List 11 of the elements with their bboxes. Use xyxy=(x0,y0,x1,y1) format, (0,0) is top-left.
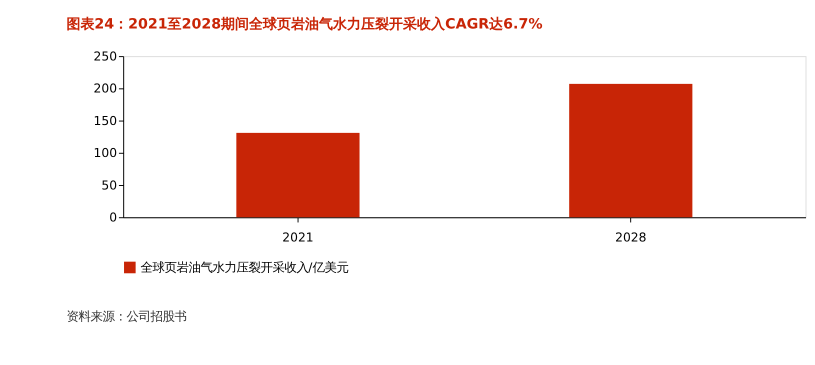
y-tick-label: 150 xyxy=(94,114,118,128)
y-tick-label: 100 xyxy=(94,146,118,160)
x-tick-label: 2021 xyxy=(282,230,314,244)
text: 资料来源：公司招股书 xyxy=(66,310,186,324)
x-tick-label: 2028 xyxy=(615,230,646,244)
y-tick-label: 50 xyxy=(101,178,118,192)
chart-title: 图表24：2021至2028期间全球页岩油气水力压裂开采收入CAGR达6.7% xyxy=(66,16,543,33)
legend-label: 全球页岩油气水力压裂开采收入/亿美元 xyxy=(140,260,348,274)
y-tick-label: 0 xyxy=(109,210,118,225)
y-tick-label: 250 xyxy=(94,49,118,64)
y-tick-label: 200 xyxy=(94,82,118,96)
